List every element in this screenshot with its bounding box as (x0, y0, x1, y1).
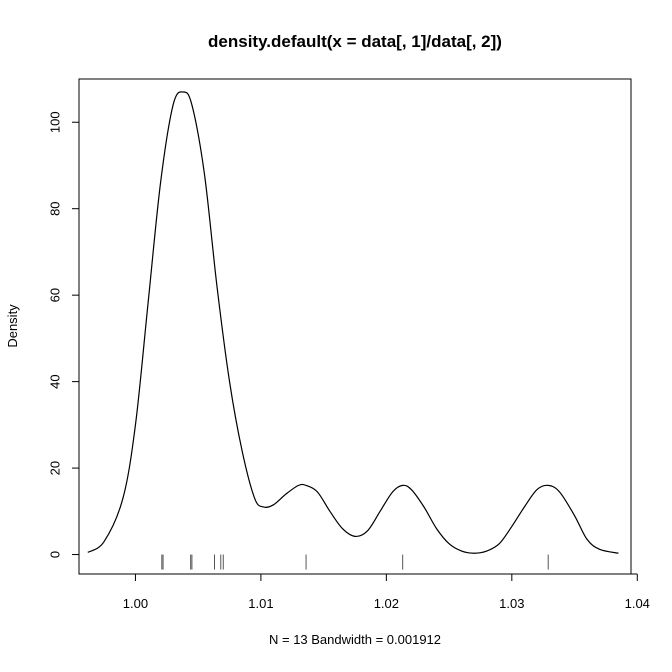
plot-frame (78, 78, 632, 575)
x-tick-label: 1.01 (248, 596, 273, 611)
rug-marks (161, 554, 549, 570)
x-axis: 1.00 1.01 1.02 1.03 1.04 (123, 573, 650, 611)
y-axis: 0 20 40 60 80 100 (48, 111, 80, 558)
x-axis-label: N = 13 Bandwidth = 0.001912 (269, 632, 441, 647)
y-tick-label: 20 (48, 461, 63, 475)
y-tick-label: 100 (48, 111, 63, 133)
chart-title: density.default(x = data[, 1]/data[, 2]) (208, 32, 502, 51)
x-tick-label: 1.03 (499, 596, 524, 611)
x-tick-label: 1.00 (123, 596, 148, 611)
y-axis-label: Density (5, 304, 20, 348)
y-tick-label: 80 (48, 201, 63, 215)
y-tick-label: 60 (48, 288, 63, 302)
y-tick-label: 0 (48, 551, 63, 558)
x-tick-label: 1.04 (625, 596, 650, 611)
x-tick-label: 1.02 (374, 596, 399, 611)
density-curve (87, 91, 619, 554)
y-tick-label: 40 (48, 374, 63, 388)
